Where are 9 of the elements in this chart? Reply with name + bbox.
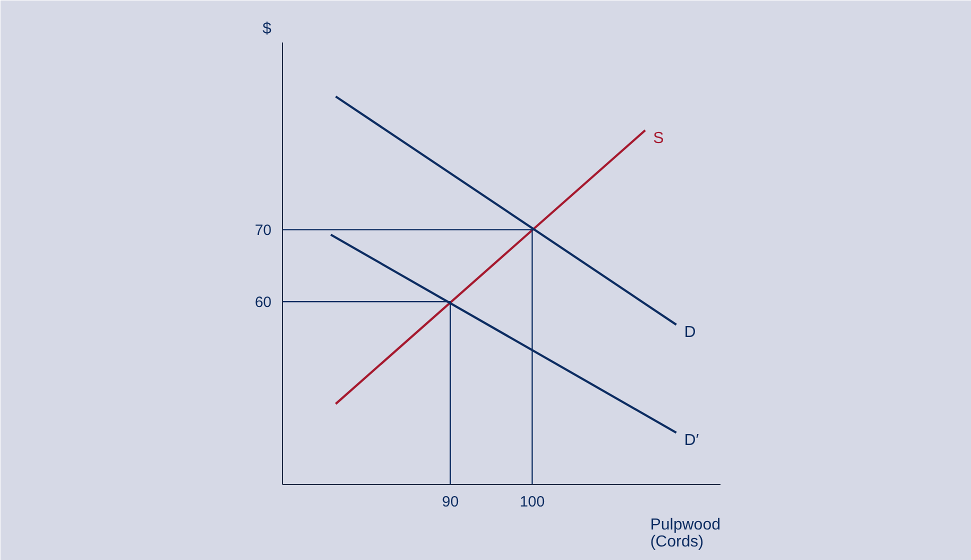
x-tick-label: 90 <box>442 494 459 510</box>
y-axis-title: $ <box>262 20 272 38</box>
x-tick-label: 100 <box>520 494 545 510</box>
y-tick-label: 60 <box>254 294 272 312</box>
y-tick-label: 70 <box>254 222 272 240</box>
x-axis-title: Pulpwood (Cords) <box>650 516 721 550</box>
series-label: D′ <box>684 432 699 450</box>
series-label: D <box>684 324 696 342</box>
series-label: S <box>653 130 664 147</box>
